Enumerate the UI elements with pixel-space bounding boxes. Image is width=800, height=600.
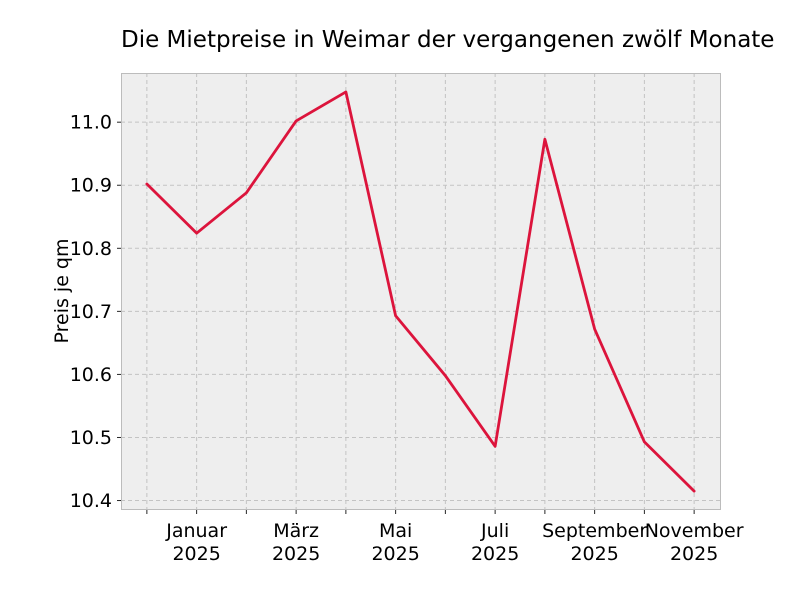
x-tick-label-year: 2025 [471,543,519,565]
price-line [145,90,696,493]
x-tick-label-month: Mai [379,520,412,542]
x-tick-label-month: Januar [165,520,227,542]
plot-background [121,73,721,510]
x-tick-label-year: 2025 [570,543,618,565]
y-tick-label: 10.7 [70,301,112,323]
y-tick-label: 10.9 [70,175,112,197]
y-tick-label: 10.6 [70,364,112,386]
x-tick-label-year: 2025 [172,543,220,565]
y-tick-label: 10.5 [70,427,112,449]
x-tick-label-month: September [542,520,647,542]
y-tick-label: 10.8 [70,238,112,260]
x-tick-label-month: November [645,520,744,542]
x-tick-label-year: 2025 [371,543,419,565]
y-tick-label: 10.4 [70,490,112,512]
y-tick-label: 11.0 [70,112,112,134]
x-tick-label-month: Juli [480,520,509,542]
axes-border [121,73,721,510]
x-tick-label-year: 2025 [670,543,718,565]
x-tick-label-month: März [273,520,319,542]
x-tick-label-year: 2025 [272,543,320,565]
chart-title: Die Mietpreise in Weimar der vergangenen… [121,27,775,53]
